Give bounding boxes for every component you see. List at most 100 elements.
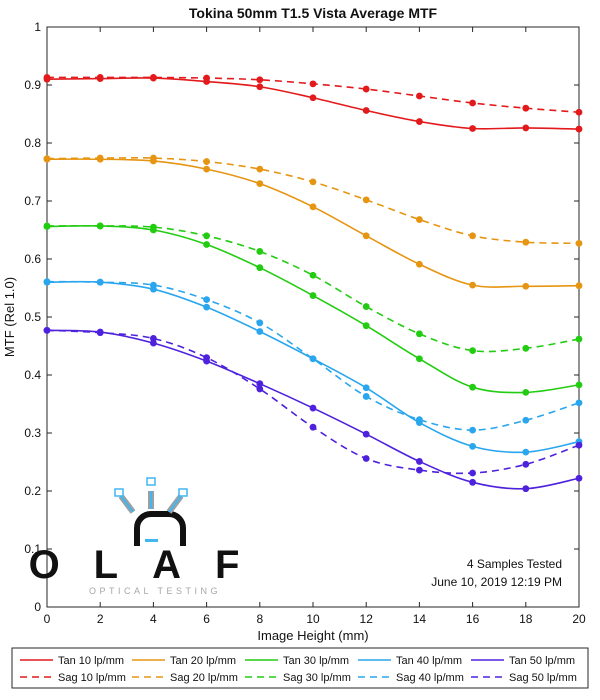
- data-point: [309, 404, 317, 412]
- data-point: [96, 154, 104, 162]
- data-point: [362, 322, 370, 330]
- data-point: [416, 466, 423, 474]
- data-point: [256, 264, 264, 272]
- data-point: [522, 124, 530, 132]
- data-point: [203, 303, 211, 311]
- data-point: [309, 355, 317, 363]
- date-annotation: June 10, 2019 12:19 PM: [431, 575, 562, 589]
- data-point: [43, 222, 51, 230]
- data-point: [203, 158, 211, 165]
- data-point: [469, 426, 476, 434]
- data-point: [362, 393, 370, 400]
- data-point: [309, 203, 317, 211]
- data-point: [469, 281, 476, 289]
- data-point: [150, 74, 157, 81]
- logo-ray-core-icon: [120, 495, 134, 513]
- x-tick-label: 2: [97, 612, 104, 626]
- series-line-5: [46, 225, 580, 353]
- y-tick-label: 0.6: [24, 252, 41, 266]
- legend: Tan 10 lp/mm Sag 10 lp/mm Tan 20 lp/mm Sag …: [20, 655, 577, 684]
- data-point: [309, 292, 317, 299]
- data-point: [522, 389, 530, 396]
- data-point: [362, 455, 370, 462]
- logo-tagline: OPTICAL TESTING: [89, 586, 221, 596]
- y-tick-label: 0.5: [24, 310, 41, 324]
- y-tick-label: 0.4: [24, 368, 41, 382]
- data-point: [43, 155, 51, 163]
- data-point: [416, 92, 423, 100]
- data-point: [575, 474, 583, 482]
- legend-entry: Tan 40 lp/mm: [396, 655, 462, 667]
- data-point: [256, 328, 264, 335]
- x-tick-label: 6: [203, 612, 210, 626]
- data-point: [469, 347, 476, 355]
- data-point: [469, 469, 476, 477]
- legend-entry: Sag 20 lp/mm: [170, 672, 238, 684]
- data-point: [309, 423, 317, 431]
- data-point: [309, 94, 317, 102]
- x-tick-label: 14: [413, 612, 427, 626]
- data-point: [416, 330, 423, 338]
- y-tick-label: 0: [34, 600, 41, 614]
- data-point: [96, 74, 104, 81]
- y-tick-label: 0.8: [24, 136, 41, 150]
- data-point: [362, 384, 370, 392]
- data-point: [150, 281, 157, 289]
- data-point: [309, 271, 317, 279]
- data-point: [362, 196, 370, 204]
- legend-entry: Sag 30 lp/mm: [283, 672, 351, 684]
- data-point: [575, 282, 583, 290]
- legend-entry: Sag 40 lp/mm: [396, 672, 464, 684]
- x-tick-label: 20: [572, 612, 586, 626]
- data-point: [469, 383, 476, 391]
- data-point: [256, 385, 264, 393]
- olaf-logo: OLAF OPTICAL TESTING: [29, 477, 274, 596]
- data-point: [575, 335, 583, 343]
- data-point: [256, 180, 264, 188]
- x-tick-label: 8: [256, 612, 263, 626]
- data-point: [522, 344, 530, 352]
- logo-ray-cap-icon: [146, 477, 156, 486]
- y-tick-label: 0.2: [24, 484, 41, 498]
- data-point: [469, 442, 476, 450]
- legend-entry: Sag 10 lp/mm: [58, 672, 126, 684]
- data-point: [43, 74, 51, 81]
- data-point: [469, 232, 476, 240]
- logo-ray-cap-icon: [114, 488, 124, 497]
- legend-entry: Tan 10 lp/mm: [58, 655, 124, 667]
- y-tick-label: 0.9: [24, 78, 41, 92]
- data-point: [96, 222, 104, 230]
- y-tick-label: 0.1: [24, 542, 41, 556]
- legend-entry: Tan 20 lp/mm: [170, 655, 236, 667]
- data-point: [150, 223, 157, 231]
- data-point: [416, 355, 423, 363]
- y-tick-label: 0.3: [24, 426, 41, 440]
- legend-entry: Sag 50 lp/mm: [509, 672, 577, 684]
- data-point: [469, 99, 476, 107]
- data-point: [469, 125, 476, 132]
- data-point: [362, 430, 370, 438]
- data-point: [150, 154, 157, 162]
- data-point: [362, 303, 370, 310]
- legend-box: [11, 647, 589, 689]
- data-point: [256, 83, 264, 91]
- data-point: [150, 335, 157, 342]
- data-point: [309, 178, 317, 186]
- data-point: [522, 485, 530, 493]
- data-point: [256, 165, 264, 173]
- data-point: [256, 248, 264, 255]
- data-point: [43, 278, 51, 286]
- y-axis-label: MTF (Rel 1.0): [2, 277, 17, 357]
- data-point: [522, 416, 530, 424]
- samples-annotation: 4 Samples Tested: [467, 557, 562, 571]
- logo-wordmark: OLAF: [29, 543, 274, 587]
- data-point: [522, 460, 530, 468]
- data-point: [203, 354, 211, 361]
- chart-title: Tokina 50mm T1.5 Vista Average MTF: [189, 5, 438, 21]
- data-point: [256, 76, 264, 84]
- y-tick-label: 0.7: [24, 194, 41, 208]
- data-point: [203, 74, 211, 82]
- x-tick-label: 0: [44, 612, 51, 626]
- data-point: [43, 326, 51, 334]
